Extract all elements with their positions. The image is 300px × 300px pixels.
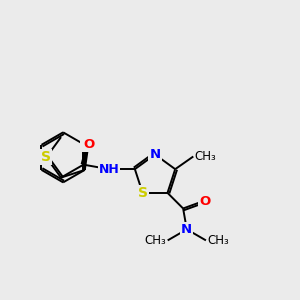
Text: N: N xyxy=(149,148,161,161)
Text: CH₃: CH₃ xyxy=(207,234,229,247)
Text: Cl: Cl xyxy=(81,138,95,151)
Text: S: S xyxy=(138,186,148,200)
Text: O: O xyxy=(83,138,94,151)
Text: N: N xyxy=(181,223,192,236)
Text: CH₃: CH₃ xyxy=(195,150,217,163)
Text: NH: NH xyxy=(99,163,119,176)
Text: S: S xyxy=(41,150,51,164)
Text: CH₃: CH₃ xyxy=(145,234,166,247)
Text: O: O xyxy=(199,195,210,208)
